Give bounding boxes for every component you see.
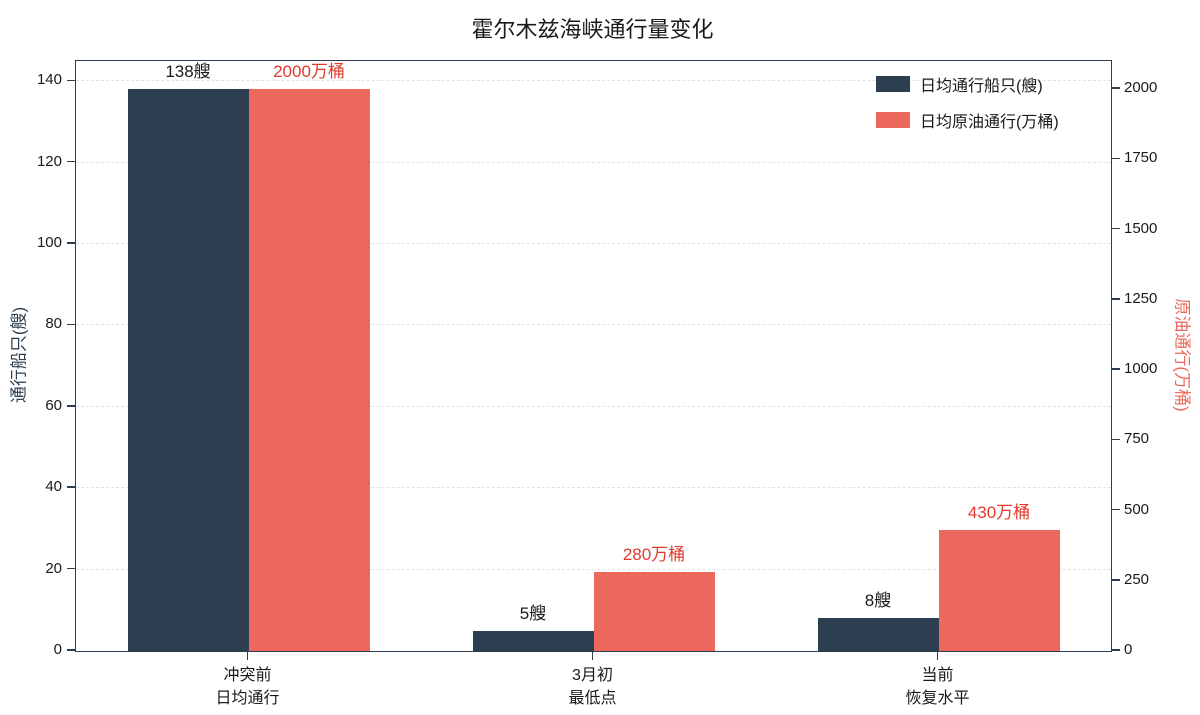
bar-value-label: 8艘	[864, 591, 892, 611]
left-tick-label: 60	[45, 396, 62, 414]
plot-area: 138艘 5艘 8艘 2000万桶 280万桶 430万桶	[75, 60, 1112, 652]
legend-swatch-ships	[876, 76, 910, 92]
left-tick-mark	[67, 323, 75, 326]
right-tick-mark	[1111, 579, 1120, 581]
bar-value-label: 280万桶	[622, 545, 686, 565]
bar-series1-cat0	[248, 89, 370, 651]
legend-swatch-oil	[876, 112, 910, 128]
left-tick-mark	[67, 160, 75, 163]
right-tick-mark	[1111, 87, 1120, 89]
left-tick-mark	[67, 649, 75, 651]
right-tick-mark	[1111, 649, 1120, 651]
left-tick-label: 20	[45, 559, 62, 577]
left-tick-mark	[67, 405, 75, 407]
right-tick-label: 1750	[1124, 149, 1158, 167]
x-tick-label: 3月初 最低点	[568, 667, 617, 708]
gridline	[76, 405, 1111, 407]
left-tick-label: 0	[53, 641, 62, 658]
right-tick-mark	[1111, 508, 1120, 511]
gridline	[76, 487, 1111, 489]
gridline	[76, 324, 1111, 326]
legend-item-oil: 日均原油通行(万桶)	[876, 108, 1059, 132]
left-axis-title: 通行船只(艘)	[9, 306, 29, 404]
legend-label-ships: 日均通行船只(艘)	[920, 78, 1043, 95]
right-axis-title: 原油通行(万桶)	[1172, 298, 1192, 412]
legend-item-ships: 日均通行船只(艘)	[876, 72, 1059, 96]
gridline	[76, 243, 1111, 245]
right-tick-label: 2000	[1124, 79, 1158, 97]
bar-series1-cat1	[593, 572, 715, 651]
legend-label-oil: 日均原油通行(万桶)	[920, 114, 1059, 131]
right-tick-label: 1250	[1124, 289, 1158, 307]
bottom-tick-mark	[936, 651, 939, 660]
right-tick-label: 250	[1124, 570, 1150, 588]
gridline	[76, 161, 1111, 163]
bottom-tick-mark	[591, 651, 594, 660]
bar-series1-cat2	[938, 530, 1060, 651]
left-tick-label: 140	[36, 71, 62, 89]
left-tick-mark	[67, 242, 75, 244]
right-tick-label: 500	[1124, 500, 1150, 518]
right-tick-label: 750	[1124, 430, 1150, 448]
bottom-tick-mark	[246, 651, 249, 660]
right-tick-label: 1500	[1124, 219, 1158, 237]
bar-value-label: 5艘	[519, 603, 547, 623]
x-tick-label: 当前 恢复水平	[905, 667, 970, 708]
left-tick-label: 100	[36, 234, 62, 252]
bar-value-label: 2000万桶	[273, 62, 345, 82]
right-tick-mark	[1111, 368, 1120, 370]
right-tick-label: 0	[1124, 641, 1133, 658]
bar-value-label: 138艘	[165, 62, 211, 82]
gridline	[76, 568, 1111, 570]
left-tick-label: 80	[45, 315, 62, 333]
legend: 日均通行船只(艘) 日均原油通行(万桶)	[876, 72, 1059, 132]
right-tick-mark	[1111, 298, 1120, 300]
left-tick-label: 120	[36, 152, 62, 170]
right-tick-mark	[1111, 438, 1120, 441]
left-tick-mark	[67, 486, 75, 488]
bar-series0-cat0	[127, 89, 249, 651]
right-tick-mark	[1111, 227, 1120, 230]
gridline	[76, 80, 1111, 82]
right-tick-mark	[1111, 157, 1120, 160]
left-tick-mark	[67, 79, 75, 82]
right-tick-label: 1000	[1124, 360, 1158, 378]
bar-value-label: 430万桶	[967, 503, 1031, 523]
bar-series0-cat1	[472, 630, 594, 651]
left-tick-label: 40	[45, 478, 62, 496]
chart-title: 霍尔木兹海峡通行量变化	[471, 17, 714, 42]
bar-series0-cat2	[817, 618, 939, 651]
left-tick-mark	[67, 567, 75, 570]
x-tick-label: 冲突前 日均通行	[215, 667, 280, 708]
